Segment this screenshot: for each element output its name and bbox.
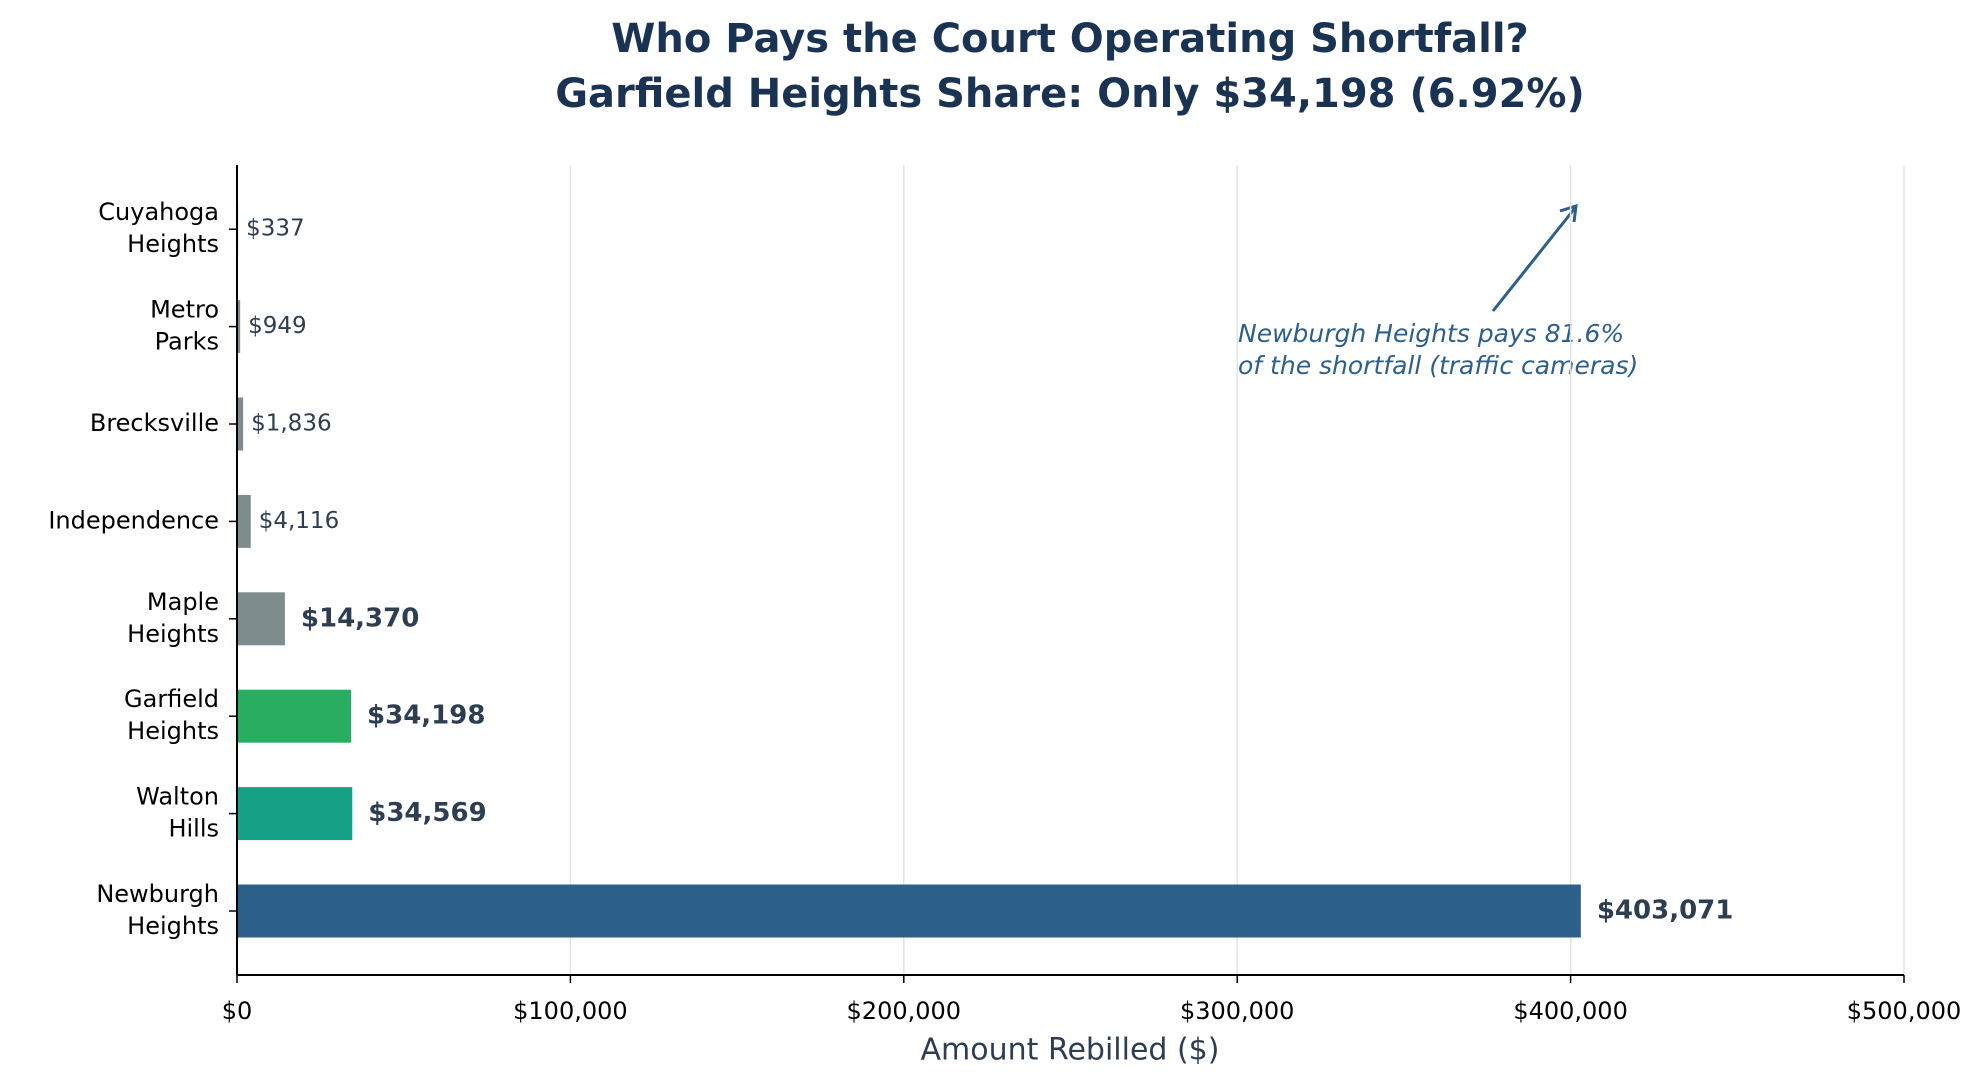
y-tick-label: Garfield Heights [124,685,219,745]
x-tick-label: $0 [222,997,253,1025]
x-tick-label: $200,000 [847,997,962,1025]
value-label: $34,569 [368,798,486,828]
x-tick-label: $400,000 [1513,997,1628,1025]
bar [237,884,1581,938]
value-label: $34,198 [367,701,485,731]
x-tick-label: $100,000 [513,997,628,1025]
chart-subtitle: Garfield Heights Share: Only $34,198 (6.… [555,71,1585,117]
bar [237,397,244,451]
bar [237,592,285,646]
value-label: $337 [246,216,305,242]
y-tick-label: Independence [48,506,219,534]
annotation: of the shortfall (traffic cameras) [1238,351,1638,380]
y-tick-label: Cuyahoga Heights [98,198,219,258]
y-tick-label: Newburgh Heights [96,880,219,940]
annotation: Newburgh Heights pays 81.6% [1238,319,1624,348]
value-label: $403,071 [1597,896,1734,926]
y-tick-label: Brecksville [90,409,219,437]
y-tick-label: Walton Hills [136,783,219,843]
annotation-arrow [1491,203,1578,312]
y-tick-label: Metro Parks [150,296,219,356]
value-label: $1,836 [251,411,331,437]
x-tick-label: $500,000 [1847,997,1962,1025]
y-tick-label: Maple Heights [127,588,219,648]
x-tick-label: $300,000 [1180,997,1295,1025]
x-axis-label: Amount Rebilled ($) [921,1033,1220,1068]
bar [237,494,251,548]
bar [237,300,241,354]
value-label: $949 [248,313,307,339]
chart-title: Who Pays the Court Operating Shortfall? [611,16,1529,62]
value-label: $4,116 [259,508,339,534]
value-label: $14,370 [301,603,419,633]
bar [237,787,353,841]
bar [237,689,352,743]
